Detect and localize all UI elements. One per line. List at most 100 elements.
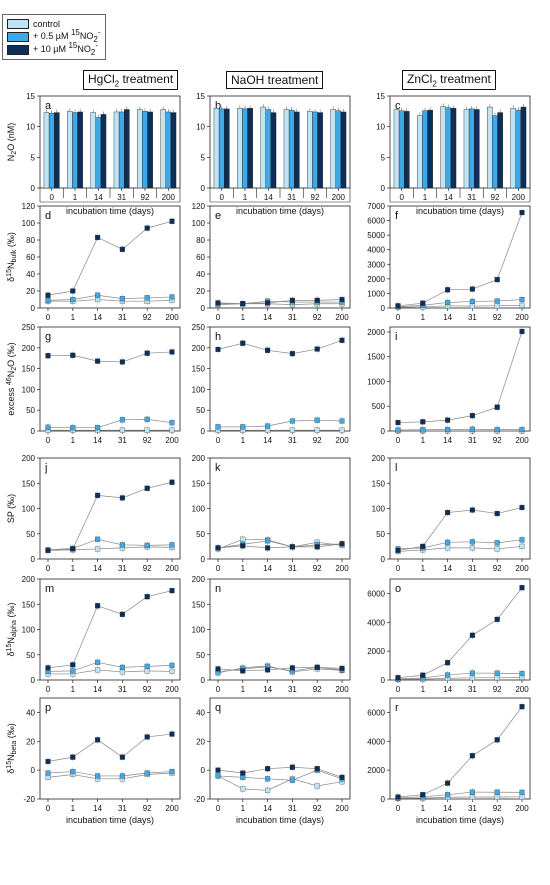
- y-tick-label: 0: [381, 184, 386, 193]
- y-tick-label: 60: [196, 253, 205, 262]
- panel-letter: i: [395, 331, 397, 343]
- point-low: [70, 668, 76, 674]
- y-tick-label: 150: [372, 479, 386, 488]
- x-tick-label: 31: [288, 804, 297, 813]
- x-tick-label: 14: [93, 436, 102, 445]
- y-tick-label: 5: [31, 153, 36, 162]
- plot-frame: [209, 95, 351, 189]
- y-tick-label: 20: [26, 287, 35, 296]
- y-tick-label: 0: [201, 304, 206, 313]
- x-tick-label: 31: [287, 193, 296, 202]
- point-high: [469, 632, 475, 638]
- point-high: [95, 234, 101, 241]
- series-line-control: [217, 775, 343, 791]
- y-tick-label: 0: [201, 184, 206, 193]
- x-tick-label: 92: [491, 193, 500, 202]
- bar-control: [393, 109, 400, 189]
- x-tick-label: 1: [71, 685, 76, 694]
- x-tick-label: 31: [467, 193, 476, 202]
- point-high: [144, 594, 150, 600]
- point-low: [445, 426, 451, 433]
- point-high: [420, 792, 426, 798]
- point-control: [519, 543, 525, 549]
- x-tick-label: 1: [71, 804, 76, 813]
- point-high: [314, 297, 320, 303]
- point-high: [289, 351, 295, 357]
- point-low: [469, 789, 475, 795]
- point-high: [395, 303, 401, 309]
- x-tick-label: 14: [443, 685, 452, 694]
- point-high: [314, 766, 320, 772]
- x-tick-label: 0: [216, 436, 221, 445]
- point-control: [169, 668, 175, 674]
- y-tick-label: 6000: [367, 708, 385, 717]
- y-tick-label: 15: [196, 92, 205, 101]
- x-tick-label: 92: [143, 436, 152, 445]
- panel-letter: c: [395, 100, 401, 112]
- y-tick-label: 5: [201, 153, 206, 162]
- plot-frame: [39, 326, 181, 432]
- y-axis-label: δ15Nalpha (‰): [6, 603, 18, 657]
- x-tick-label: 31: [468, 685, 477, 694]
- point-control: [494, 546, 500, 552]
- bar-control: [90, 112, 96, 189]
- point-high: [70, 754, 76, 760]
- y-tick-label: -20: [23, 795, 35, 804]
- bar-low: [422, 110, 428, 189]
- x-tick-label: 31: [288, 436, 297, 445]
- series-line-high: [217, 667, 343, 672]
- point-control: [95, 546, 101, 552]
- series-line-low: [47, 419, 173, 429]
- point-high: [240, 301, 246, 307]
- y-tick-label: 80: [26, 236, 35, 245]
- x-tick-label: 14: [93, 564, 102, 573]
- panel-letter: f: [395, 210, 399, 222]
- x-tick-label: 1: [71, 436, 76, 445]
- y-tick-label: 100: [192, 626, 206, 635]
- point-control: [469, 545, 475, 551]
- series-line-high: [47, 590, 173, 669]
- point-high: [519, 504, 525, 511]
- y-tick-label: 4000: [367, 737, 385, 746]
- bar-high: [404, 111, 410, 189]
- x-tick-label: 92: [311, 193, 320, 202]
- y-tick-label: 100: [22, 626, 36, 635]
- y-tick-label: 2000: [367, 275, 385, 284]
- x-tick-label: 0: [46, 685, 51, 694]
- bar-high: [520, 106, 527, 189]
- point-high: [70, 546, 76, 552]
- point-low: [215, 773, 221, 779]
- series-line-control: [48, 669, 173, 675]
- y-tick-label: 15: [26, 92, 35, 101]
- y-tick-label: 200: [22, 575, 36, 584]
- x-tick-label: 200: [335, 436, 349, 445]
- point-low: [144, 770, 150, 776]
- series-line-low: [47, 771, 173, 777]
- panel-letter: e: [215, 210, 221, 222]
- x-tick-label: 200: [165, 685, 179, 694]
- series-line-high: [397, 706, 523, 798]
- point-high: [445, 780, 451, 786]
- y-axis-label: δ15Nbeta (‰): [6, 723, 18, 773]
- series-line-high: [47, 481, 173, 551]
- x-tick-label: 92: [493, 685, 502, 694]
- y-tick-label: 1500: [367, 353, 385, 362]
- series-line-low: [218, 419, 343, 428]
- series-line-high: [397, 331, 523, 423]
- bar-low: [468, 108, 475, 189]
- y-tick-label: 1000: [367, 377, 385, 386]
- point-low: [95, 425, 101, 431]
- x-tick-label: 0: [216, 804, 221, 813]
- panel-g: 0 50 100 150 200 250 0 1 14 31 92 200 g: [22, 323, 181, 445]
- point-high: [469, 507, 475, 513]
- bar-high: [340, 111, 347, 189]
- point-low: [119, 417, 125, 423]
- point-low: [519, 670, 525, 677]
- point-high: [119, 611, 125, 617]
- bar-control: [67, 111, 73, 189]
- x-tick-label: 200: [515, 313, 529, 322]
- bar-low: [95, 117, 102, 189]
- point-high: [45, 292, 51, 298]
- x-tick-label: 0: [216, 685, 221, 694]
- y-axis-label: excess 46N2O (‰): [6, 342, 18, 415]
